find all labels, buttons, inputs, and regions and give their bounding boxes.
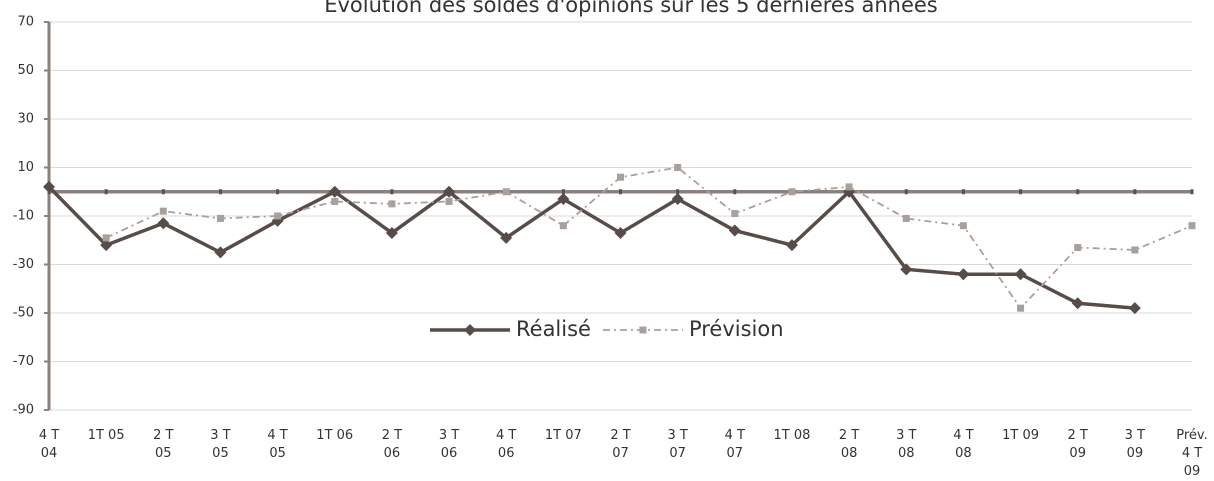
point — [1074, 244, 1082, 252]
point — [788, 188, 796, 196]
y-tick-label: -90 — [13, 403, 34, 418]
point — [957, 268, 970, 281]
point — [902, 214, 910, 222]
point — [845, 183, 853, 191]
y-tick-label: -10 — [13, 209, 34, 224]
x-tick-label: 1T 08 — [774, 428, 811, 443]
point — [214, 246, 227, 259]
x-tick-label: 4 T 07 — [725, 428, 745, 461]
series-line — [105, 166, 1193, 310]
y-tick-label: -50 — [13, 306, 34, 321]
x-tick-label: 1T 09 — [1002, 428, 1039, 443]
x-tick-label: 2 T 05 — [153, 428, 173, 461]
x-tick-label: 2 T 09 — [1068, 428, 1088, 461]
point — [331, 197, 339, 205]
point — [900, 263, 913, 276]
point — [557, 193, 570, 206]
point — [1017, 304, 1025, 312]
y-tick-label: 70 — [17, 15, 34, 30]
legend-label: Réalisé — [516, 317, 591, 341]
y-tick-label: -30 — [13, 257, 34, 272]
series-line — [47, 185, 1135, 310]
x-tick-label: 3 T 07 — [667, 428, 687, 461]
chart-title: Evolution des soldes d'opinions sur les … — [324, 0, 938, 17]
x-tick-label: 1T 05 — [88, 428, 125, 443]
x-tick-label: 1T 07 — [545, 428, 582, 443]
point — [274, 212, 282, 220]
point — [1071, 297, 1084, 310]
y-tick-label: 30 — [17, 112, 34, 127]
x-tick-label: 4 T 06 — [496, 428, 516, 461]
x-tick-label: 2 T 07 — [610, 428, 630, 461]
point — [1014, 268, 1027, 281]
point — [388, 200, 396, 208]
point — [216, 214, 224, 222]
x-tick-label: 4 T 05 — [267, 428, 287, 461]
point — [674, 164, 682, 171]
point — [159, 207, 167, 215]
point — [328, 185, 341, 198]
x-tick-label: 3 T 05 — [210, 428, 230, 461]
point — [157, 217, 170, 230]
point — [1188, 222, 1196, 230]
x-tick-label: 3 T 09 — [1125, 428, 1145, 461]
x-tick-label: 1T 06 — [316, 428, 353, 443]
legend-label: Prévision — [689, 317, 784, 341]
legend-marker — [464, 324, 476, 336]
y-tick-label: 10 — [17, 160, 34, 175]
x-tick-label: 2 T 08 — [839, 428, 859, 461]
point — [445, 197, 453, 205]
point — [100, 239, 113, 252]
x-tick-label: 3 T 08 — [896, 428, 916, 461]
point — [731, 210, 739, 218]
y-tick-label: -70 — [13, 354, 34, 369]
point — [671, 193, 684, 206]
point — [500, 231, 513, 244]
x-tick-label: Prév. 4 T 09 — [1176, 428, 1207, 479]
point — [1128, 302, 1141, 315]
legend-marker — [639, 326, 647, 334]
y-tick-label: 50 — [17, 63, 34, 78]
x-tick-label: 3 T 06 — [439, 428, 459, 461]
point — [559, 222, 567, 230]
point — [385, 226, 398, 239]
point — [1131, 246, 1139, 254]
x-tick-label: 2 T 06 — [382, 428, 402, 461]
point — [614, 226, 627, 239]
point — [443, 185, 456, 198]
point — [102, 234, 110, 242]
point — [502, 188, 510, 196]
x-tick-label: 4 T 04 — [39, 428, 59, 461]
point — [617, 173, 624, 181]
point — [43, 180, 55, 193]
point — [728, 224, 741, 237]
point — [785, 239, 798, 252]
point — [959, 222, 967, 230]
x-tick-label: 4 T 08 — [953, 428, 973, 461]
